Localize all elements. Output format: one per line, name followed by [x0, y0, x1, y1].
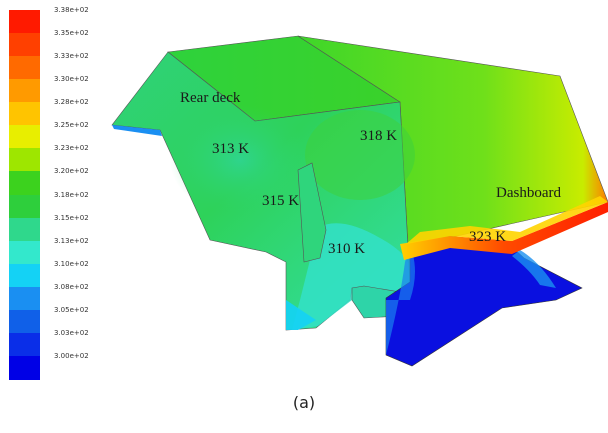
- center-warm-zone: [305, 110, 415, 200]
- legend-swatch: [9, 79, 40, 103]
- legend-tick-label: 3.20e+02: [54, 167, 89, 176]
- warm-band: [406, 196, 608, 244]
- cold-gradient-edge: [386, 246, 415, 355]
- hot-dashboard-strip: [400, 202, 608, 260]
- legend-swatch: [9, 194, 40, 219]
- cold-glow: [512, 250, 556, 288]
- legend-swatch: [9, 148, 40, 172]
- legend-swatch: [9, 332, 40, 357]
- legend-swatch: [9, 309, 40, 334]
- legend-tick-label: 3.38e+02: [54, 6, 89, 14]
- legend-tick-label: 3.00e+02: [54, 352, 89, 360]
- legend-tick-label: 3.23e+02: [54, 144, 89, 153]
- legend-tick-label: 3.03e+02: [54, 328, 89, 337]
- legend-swatch: [9, 356, 40, 380]
- label-315k: 315 K: [262, 193, 300, 209]
- legend-swatch: [9, 10, 40, 34]
- label-dashboard: Dashboard: [496, 185, 561, 201]
- legend-tick-label: 3.08e+02: [54, 282, 89, 291]
- legend-swatch: [9, 263, 40, 288]
- legend-swatch: [9, 102, 40, 126]
- cyan-patch: [286, 300, 316, 330]
- label-323k: 323 K: [469, 229, 507, 245]
- legend-tick-label: 3.35e+02: [54, 29, 89, 38]
- legend-tick-label: 3.25e+02: [54, 121, 89, 130]
- legend-tick-label: 3.13e+02: [54, 236, 89, 245]
- cold-lower-dash: [385, 245, 583, 367]
- legend-tick-label: 3.33e+02: [54, 52, 89, 61]
- legend-swatch: [9, 33, 40, 57]
- legend-tick-label: 3.15e+02: [54, 213, 89, 222]
- rear-deck-edge: [112, 125, 162, 136]
- figure-caption: (a): [292, 393, 316, 412]
- label-313k: 313 K: [212, 141, 250, 157]
- legend-tick-label: 3.30e+02: [54, 75, 89, 84]
- legend-swatch: [9, 125, 40, 149]
- seat-panel: [297, 162, 327, 263]
- label-318k: 318 K: [360, 128, 398, 144]
- legend-swatch: [9, 56, 40, 80]
- legend-swatch: [9, 286, 40, 311]
- legend-swatch: [9, 240, 40, 265]
- legend-tick-label: 3.05e+02: [54, 305, 89, 314]
- dashboard-side-surface: [297, 35, 608, 248]
- temperature-legend: 3.38e+02 3.35e+02 3.33e+02 3.30e+02 3.28e+02…: [0, 0, 130, 380]
- label-rear-deck: Rear deck: [180, 90, 241, 106]
- mid-cabin-zone: [170, 105, 310, 215]
- legend-swatch: [9, 171, 40, 196]
- legend-tick-label: 3.18e+02: [54, 190, 89, 199]
- label-310k: 310 K: [328, 241, 366, 257]
- legend-swatch: [9, 217, 40, 242]
- legend-tick-label: 3.10e+02: [54, 259, 89, 268]
- legend-tick-label: 3.28e+02: [54, 98, 89, 107]
